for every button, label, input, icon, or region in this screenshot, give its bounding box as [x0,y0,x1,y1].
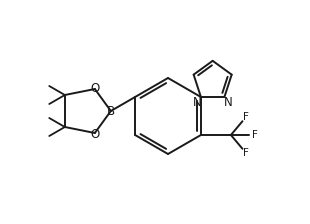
Text: F: F [243,112,249,122]
Text: N: N [193,96,201,109]
Text: N: N [224,96,233,109]
Text: F: F [243,148,249,158]
Text: F: F [252,130,258,140]
Text: B: B [107,105,115,118]
Text: O: O [90,127,100,140]
Text: O: O [90,82,100,95]
